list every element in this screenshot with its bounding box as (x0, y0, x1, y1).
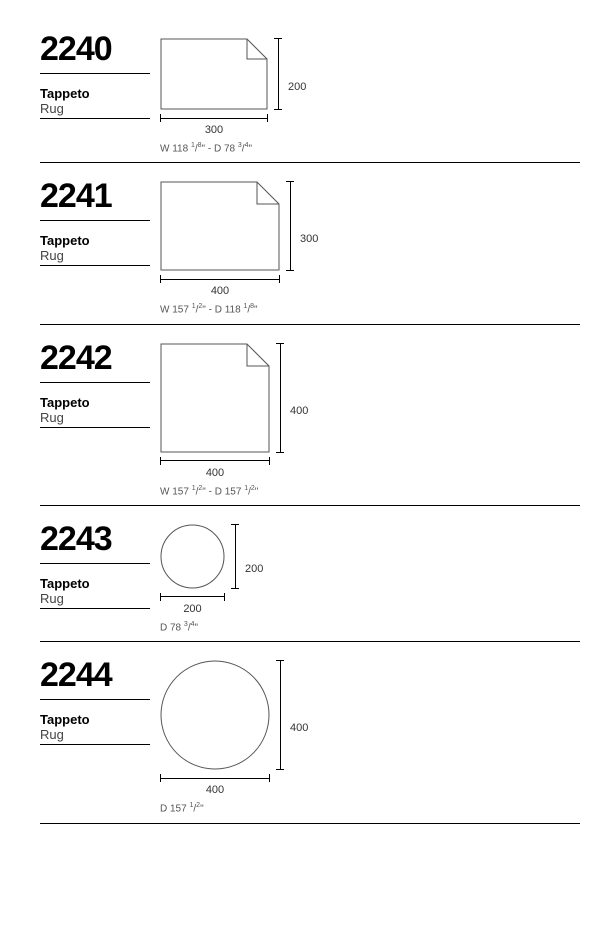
product-info: 2240 Tappeto Rug (40, 30, 160, 154)
product-name-it: Tappeto (40, 395, 150, 410)
model-number: 2243 (40, 520, 150, 564)
model-number: 2242 (40, 339, 150, 383)
product-name-it: Tappeto (40, 576, 150, 591)
product-name-it: Tappeto (40, 86, 150, 101)
height-label: 200 (288, 51, 306, 123)
product-entry: 2242 Tappeto Rug 400 (40, 339, 580, 506)
product-diagram: 400 300 W 157 1/2" - D 118 1/8" (160, 177, 580, 315)
rug-rect-diagram (160, 343, 270, 453)
width-label: 400 (160, 784, 270, 796)
height-label: 400 (290, 673, 308, 783)
product-name-it: Tappeto (40, 233, 150, 248)
imperial-dimensions: W 157 1/2" - D 118 1/8" (160, 303, 580, 315)
product-name-en: Rug (40, 101, 150, 119)
product-entry: 2243 Tappeto Rug 200 (40, 520, 580, 642)
width-label: 400 (160, 467, 270, 479)
model-number: 2241 (40, 177, 150, 221)
model-number: 2240 (40, 30, 150, 74)
imperial-dimensions: D 78 3/4" (160, 621, 580, 633)
product-name-en: Rug (40, 727, 150, 745)
product-entry: 2240 Tappeto Rug 300 (40, 30, 580, 163)
rug-circle-diagram (160, 524, 225, 589)
product-diagram: 200 200 D 78 3/4" (160, 520, 580, 633)
imperial-dimensions: W 157 1/2" - D 157 1/2" (160, 485, 580, 497)
rug-rect-diagram (160, 38, 268, 110)
product-diagram: 400 400 W 157 1/2" - D 157 1/2" (160, 339, 580, 497)
width-label: 300 (160, 124, 268, 136)
imperial-dimensions: D 157 1/2" (160, 802, 580, 814)
product-info: 2243 Tappeto Rug (40, 520, 160, 633)
height-label: 400 (290, 356, 308, 466)
product-info: 2242 Tappeto Rug (40, 339, 160, 497)
product-info: 2244 Tappeto Rug (40, 656, 160, 814)
product-entry: 2244 Tappeto Rug 400 (40, 656, 580, 823)
rug-rect-diagram (160, 181, 280, 271)
product-name-en: Rug (40, 591, 150, 609)
product-name-it: Tappeto (40, 712, 150, 727)
width-label: 200 (160, 603, 225, 615)
height-label: 300 (300, 194, 318, 284)
product-entry: 2241 Tappeto Rug 400 (40, 177, 580, 324)
imperial-dimensions: W 118 1/8" - D 78 3/4" (160, 142, 580, 154)
product-name-en: Rug (40, 248, 150, 266)
height-label: 200 (245, 537, 263, 602)
rug-circle-diagram (160, 660, 270, 770)
product-diagram: 400 400 D 157 1/2" (160, 656, 580, 814)
product-name-en: Rug (40, 410, 150, 428)
product-diagram: 300 200 W 118 1/8" - D 78 3/4" (160, 30, 580, 154)
product-info: 2241 Tappeto Rug (40, 177, 160, 315)
width-label: 400 (160, 285, 280, 297)
model-number: 2244 (40, 656, 150, 700)
